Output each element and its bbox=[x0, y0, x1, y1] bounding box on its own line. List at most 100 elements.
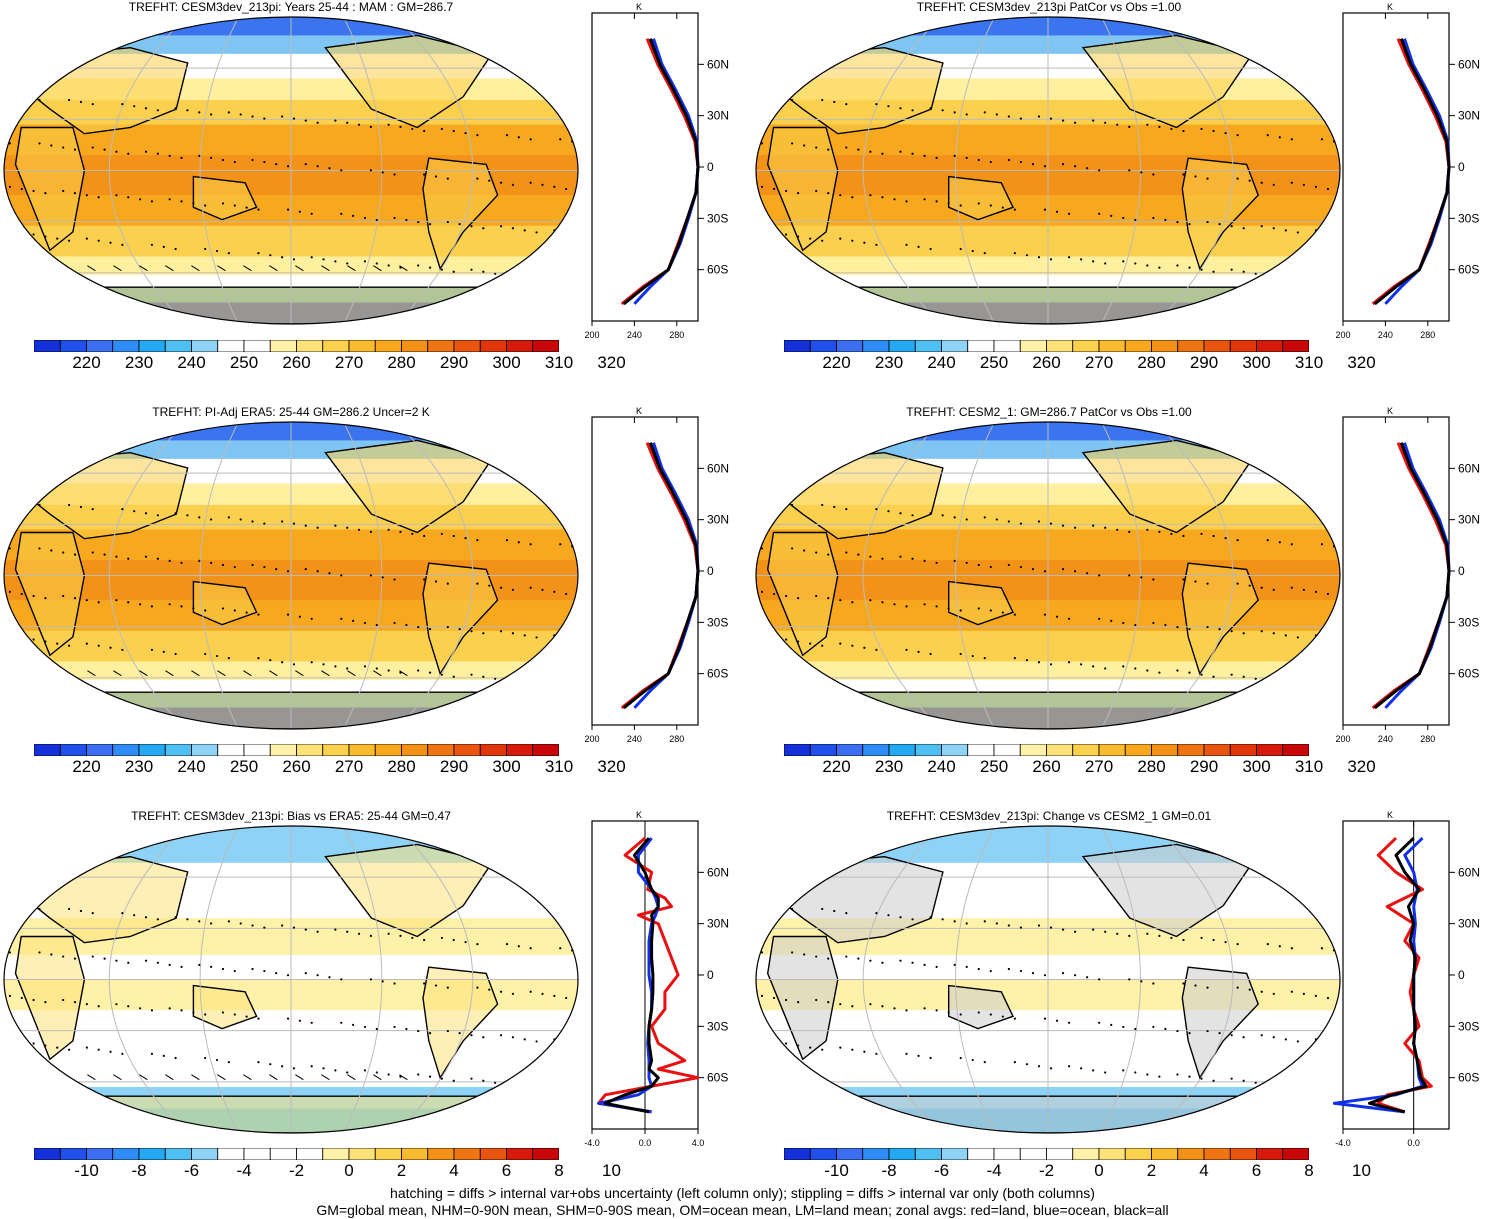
stipple-dot bbox=[797, 235, 800, 238]
map-frame bbox=[755, 825, 1341, 1134]
stipple-dot bbox=[233, 969, 236, 973]
colorbar-tick-label: -2 bbox=[288, 1161, 305, 1180]
zonal-lat-label: 30N bbox=[707, 513, 729, 527]
hatch-mark bbox=[87, 1074, 96, 1081]
colorbar-tick-label: 300 bbox=[492, 353, 521, 372]
stipple-dot bbox=[869, 1003, 872, 1006]
zonal-frame bbox=[591, 416, 699, 726]
stipple-dot bbox=[778, 905, 782, 908]
stipple-dot bbox=[1007, 924, 1010, 927]
stipple-dot bbox=[8, 142, 12, 145]
stipple-dot bbox=[778, 501, 782, 504]
stipple-dot bbox=[1320, 499, 1324, 502]
stipple-dot bbox=[1302, 992, 1305, 995]
stipple-dot bbox=[346, 262, 349, 265]
graticule bbox=[4, 421, 578, 729]
colorbar-swatch bbox=[941, 1148, 969, 1160]
stipple-dot bbox=[62, 189, 65, 193]
colorbar-tick-label: 320 bbox=[597, 353, 626, 372]
stipple-dot bbox=[791, 547, 794, 550]
hatch-mark bbox=[321, 1074, 330, 1081]
stipple-dot bbox=[1254, 272, 1257, 275]
colorbar-swatch bbox=[1098, 340, 1126, 352]
stipple-dot bbox=[476, 582, 479, 585]
stipple-dot bbox=[67, 907, 71, 911]
stipple-dot bbox=[452, 129, 455, 133]
stipple-dot bbox=[423, 129, 426, 133]
stipple-dot bbox=[815, 998, 818, 1002]
stipple-dot bbox=[1188, 1032, 1191, 1035]
stipple-dot bbox=[517, 945, 520, 948]
stipple-dot bbox=[1206, 220, 1209, 224]
stipple-dot bbox=[369, 934, 372, 937]
colorbar-swatch bbox=[401, 340, 429, 352]
stipple-dot bbox=[340, 169, 343, 172]
stipple-dot bbox=[476, 986, 479, 989]
stipple-dot bbox=[411, 532, 414, 536]
stipple-dot bbox=[97, 601, 100, 604]
stipple-dot bbox=[440, 268, 443, 271]
longitude-line bbox=[862, 825, 942, 1133]
colorbar-tick-label: 230 bbox=[124, 757, 154, 776]
stipple-dot bbox=[1188, 628, 1191, 631]
stipple-dot bbox=[162, 650, 165, 654]
stipple-dot bbox=[1236, 134, 1239, 137]
stipple-dot bbox=[417, 1073, 420, 1076]
stipple-dot bbox=[1128, 574, 1131, 577]
stipple-dot bbox=[923, 1007, 926, 1010]
stipple-dot bbox=[1302, 588, 1305, 591]
stipple-dot bbox=[1152, 173, 1155, 176]
colorbar-4 bbox=[784, 744, 1309, 756]
stipple-dot bbox=[869, 555, 872, 558]
stipple-dot bbox=[1242, 1079, 1245, 1082]
stipple-dot bbox=[1272, 632, 1275, 635]
stipple-dot bbox=[346, 526, 349, 529]
stipple-dot bbox=[334, 1069, 337, 1072]
stipple-dot bbox=[1326, 636, 1330, 639]
stipple-dot bbox=[14, 1044, 17, 1047]
stipple-dot bbox=[73, 553, 77, 556]
stipple-dot bbox=[393, 173, 396, 176]
colorbar-swatch bbox=[348, 1148, 376, 1160]
stipple-dot bbox=[328, 976, 331, 979]
stipple-dot bbox=[375, 218, 378, 222]
stipple-dot bbox=[1146, 669, 1149, 672]
stipple-dot bbox=[144, 107, 148, 110]
stipple-dot bbox=[1007, 967, 1010, 971]
stipple-dot bbox=[797, 1000, 800, 1004]
stipple-dot bbox=[535, 1040, 538, 1043]
stipple-dot bbox=[251, 967, 254, 971]
stipple-dot bbox=[875, 243, 878, 246]
map-panel-2 bbox=[755, 16, 1341, 325]
stipple-dot bbox=[440, 1077, 443, 1080]
colorbar-swatch bbox=[191, 744, 219, 756]
colorbar-swatch bbox=[374, 340, 402, 352]
colorbar-tick-label: 230 bbox=[874, 757, 904, 776]
stipple-dot bbox=[127, 152, 130, 155]
stipple-dot bbox=[1122, 1069, 1125, 1072]
stipple-dot bbox=[809, 642, 812, 645]
colorbar-swatch bbox=[914, 744, 942, 756]
stipple-dot bbox=[144, 150, 148, 153]
continent-outline bbox=[324, 439, 494, 534]
stipple-dot bbox=[269, 659, 272, 662]
zonal-all-line bbox=[603, 837, 660, 1114]
stipple-dot bbox=[983, 920, 986, 923]
zonal-x-label: 200 bbox=[1335, 330, 1350, 340]
colorbar-swatch bbox=[453, 340, 481, 352]
stipple-dot bbox=[79, 505, 83, 509]
stipple-dot bbox=[476, 539, 479, 542]
stipple-dot bbox=[1290, 181, 1293, 184]
panel-title-1: TREFHT: CESM3dev_213pi: Years 25-44 : MA… bbox=[128, 0, 454, 14]
colorbar-tick-label: 250 bbox=[979, 353, 1009, 372]
stipple-dot bbox=[281, 924, 284, 927]
zonal-x-label: 280 bbox=[1420, 330, 1435, 340]
colorbar-tick-label: 250 bbox=[229, 353, 259, 372]
stipple-dot bbox=[760, 185, 764, 188]
stipple-dot bbox=[785, 189, 788, 193]
hatch-mark bbox=[269, 265, 278, 272]
graticule bbox=[756, 421, 1340, 729]
stipple-dot bbox=[1284, 634, 1287, 637]
stipple-dot bbox=[286, 570, 290, 573]
zonal-frame bbox=[1342, 416, 1450, 726]
